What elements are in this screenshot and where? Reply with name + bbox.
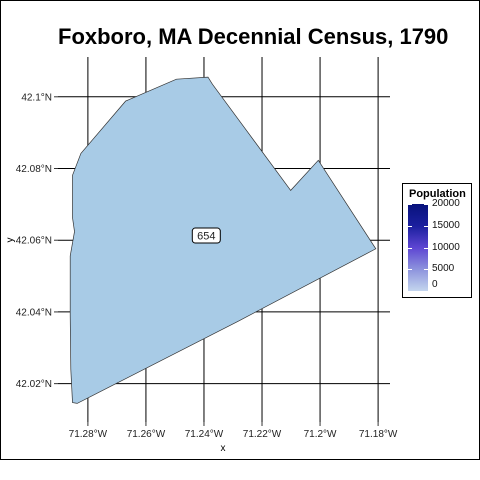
legend-tick-label: 10000 [432, 241, 460, 253]
x-axis-title: x [221, 443, 226, 454]
legend-tick-mark [424, 269, 428, 271]
population-label-box [191, 227, 221, 244]
legend-tick-mark [408, 225, 412, 227]
region-layer: 654 [69, 76, 377, 404]
x-tick-label: 71.24°W [185, 429, 224, 440]
legend-tick-mark [424, 247, 428, 249]
x-tick-label: 71.18°W [359, 429, 398, 440]
y-tick-label: 42.06°N [16, 236, 52, 247]
legend-tick-mark [424, 291, 428, 292]
legend-tick-mark [424, 204, 428, 205]
x-axis: 71.28°W 71.26°W 71.24°W 71.22°W 71.2°W 71.18°… [69, 422, 398, 440]
map-title: Foxboro, MA Decennial Census, 1790 [58, 24, 449, 49]
y-axis: 42.02°N 42.04°N 42.06°N 42.08°N 42.1°N [16, 92, 58, 390]
y-tick-label: 42.02°N [16, 379, 52, 390]
legend-tick-mark [408, 291, 412, 292]
legend: Population 20000 15000 10000 5000 0 [402, 183, 472, 298]
legend-tick-label: 20000 [432, 198, 460, 209]
legend-title: Population [409, 188, 466, 200]
x-tick-label: 71.22°W [243, 429, 282, 440]
x-tick-label: 71.26°W [127, 429, 166, 440]
legend-tick-mark [408, 247, 412, 249]
y-tick-label: 42.1°N [21, 92, 52, 103]
legend-tick-label: 5000 [432, 263, 455, 275]
y-tick-label: 42.08°N [16, 164, 52, 175]
x-tick-label: 71.28°W [69, 429, 108, 440]
legend-tick-mark [408, 269, 412, 271]
y-axis-title: y [5, 238, 16, 243]
legend-tick-mark [424, 225, 428, 227]
legend-tick-mark [408, 204, 412, 205]
legend-colorbar [408, 204, 428, 291]
legend-tick-label: 0 [432, 279, 438, 290]
x-tick-label: 71.2°W [304, 429, 337, 440]
legend-tick-label: 15000 [432, 219, 460, 231]
region-foxboro [69, 76, 377, 404]
y-tick-label: 42.04°N [16, 307, 52, 318]
population-label: 654 [197, 231, 215, 243]
